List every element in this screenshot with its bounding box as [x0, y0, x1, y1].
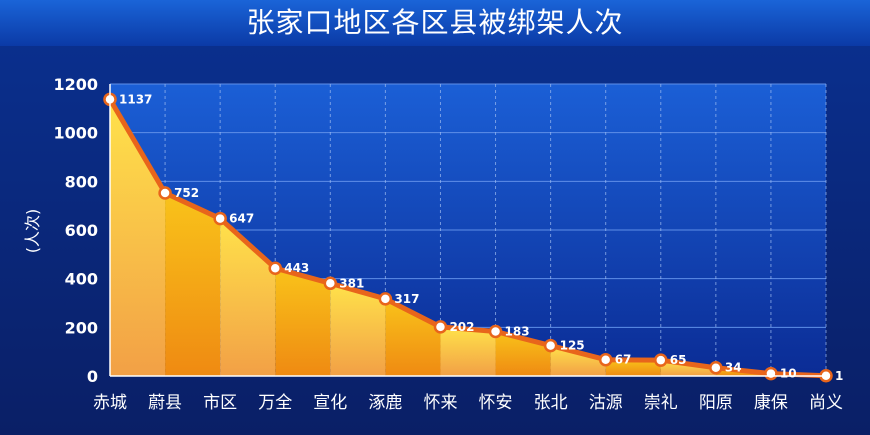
- y-tick-label: 1000: [53, 124, 98, 143]
- x-tick-label: 崇礼: [644, 393, 678, 413]
- data-label: 34: [725, 361, 742, 375]
- data-label: 202: [449, 320, 474, 334]
- x-tick-label: 万全: [258, 393, 292, 413]
- y-tick-label: 1200: [53, 75, 98, 94]
- data-point: [488, 324, 503, 339]
- x-tick-label: 张北: [534, 393, 568, 413]
- data-label: 443: [284, 261, 309, 275]
- y-tick-label: 0: [87, 367, 98, 386]
- area-segment: [275, 268, 331, 376]
- x-tick-label: 康保: [754, 393, 788, 413]
- x-tick-label: 赤城: [93, 393, 127, 413]
- area-segment: [110, 99, 166, 376]
- data-label: 183: [505, 324, 530, 338]
- data-point: [709, 360, 723, 375]
- x-tick-label: 沽源: [589, 393, 623, 413]
- area-segment: [330, 283, 386, 376]
- chart-title: 张家口地区各区县被绑架人次: [0, 0, 870, 46]
- x-tick-label: 阳原: [699, 393, 733, 413]
- area-segment: [440, 326, 496, 376]
- data-label: 317: [394, 292, 419, 306]
- x-tick-label: 涿鹿: [368, 393, 402, 413]
- chart-svg: 1137 752 647 443 381 317 202 183 125 67 65 34 10 1 0 2…: [0, 46, 870, 435]
- y-axis-label: (人次): [23, 209, 42, 254]
- area-segment: [385, 298, 441, 376]
- data-label: 1: [835, 369, 843, 383]
- data-label: 67: [615, 353, 632, 367]
- data-label: 1137: [119, 92, 152, 106]
- data-point: [764, 366, 778, 381]
- data-label: 647: [229, 212, 254, 226]
- area-segment: [605, 359, 661, 376]
- data-label: 10: [780, 367, 797, 381]
- data-point: [378, 292, 393, 306]
- data-point: [654, 353, 668, 367]
- x-tick-label: 市区: [203, 393, 237, 413]
- y-tick-label: 800: [65, 172, 98, 191]
- data-point: [598, 352, 613, 367]
- x-tick-label: 宣化: [313, 393, 347, 413]
- area-segment: [550, 345, 606, 376]
- data-label: 125: [560, 339, 585, 353]
- area-segment: [165, 193, 221, 376]
- data-point: [213, 211, 227, 226]
- x-tick-label: 怀来: [423, 393, 457, 413]
- y-tick-label: 400: [65, 270, 98, 289]
- series-line: [107, 98, 827, 379]
- data-point: [323, 276, 338, 291]
- y-tick-label: 600: [65, 221, 98, 240]
- data-point: [158, 186, 172, 200]
- x-tick-label: 尚义: [809, 393, 843, 413]
- data-label: 381: [339, 276, 364, 290]
- data-point: [543, 338, 558, 353]
- data-label: 65: [670, 353, 687, 367]
- x-tick-label: 蔚县: [148, 393, 182, 413]
- data-point: [268, 261, 282, 275]
- y-tick-label: 200: [65, 318, 98, 337]
- data-point: [433, 320, 448, 334]
- x-tick-label: 怀安: [479, 393, 513, 413]
- data-label: 752: [174, 186, 199, 200]
